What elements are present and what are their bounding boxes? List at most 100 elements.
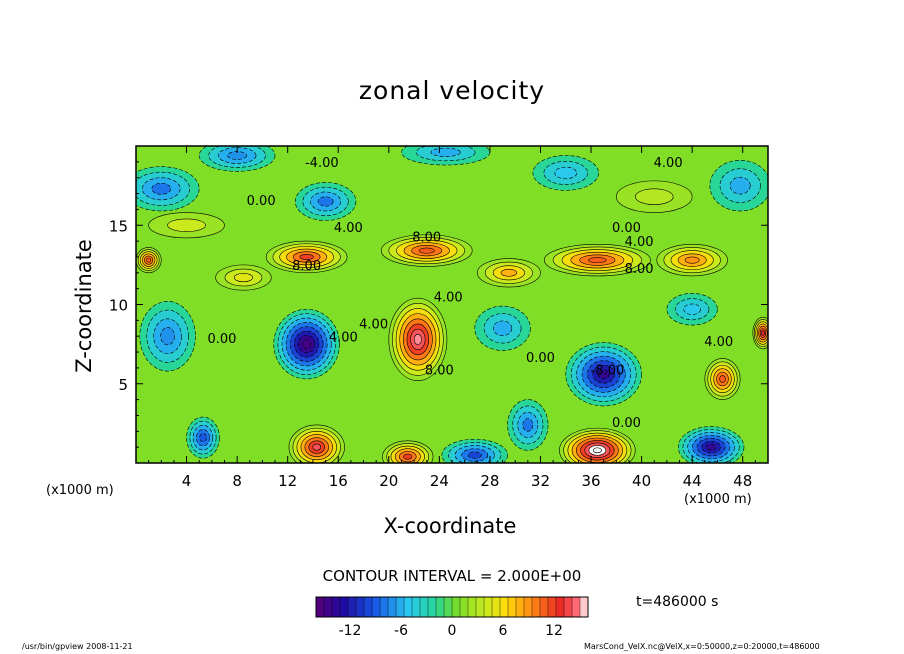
colorbar-segment [420,597,429,617]
velocity-cell [507,399,549,451]
y-tick-label: 10 [109,297,128,315]
colorbar-segment [348,597,357,617]
contour-band [706,443,717,451]
contour-band [418,247,435,254]
contour-band [403,453,413,460]
contour-band [146,257,152,263]
contour-band [500,268,518,277]
contour-band [592,447,602,454]
contour-band [554,166,578,180]
footer-program-date: /usr/bin/gpview 2008-11-21 [22,642,133,651]
contour-band [199,433,207,443]
contour-value-label: 4.00 [334,221,363,236]
contour-band [761,330,765,336]
colorbar-segment [444,597,453,617]
colorbar-segment [500,597,509,617]
x-tick-label: 24 [430,472,449,490]
colorbar-segment [396,597,405,617]
colorbar-segment [316,597,325,617]
contour-band [151,182,172,195]
contour-value-label: 4.00 [359,318,388,333]
velocity-cell [474,305,531,351]
colorbar-segment [380,597,389,617]
colorbar-tick-label: -12 [339,623,362,639]
contour-band [729,176,751,195]
contour-value-label: 8.00 [425,364,454,379]
contour-value-label: 4.00 [704,335,733,350]
x-tick-label: 48 [733,472,752,490]
contour-value-label: 8.00 [292,259,321,274]
colorbar-tick-label: -6 [394,623,408,639]
contour-value-label: 0.00 [612,416,641,431]
colorbar-segment [452,597,461,617]
colorbar-segment [540,597,549,617]
colorbar-segment [340,597,349,617]
contour-band [312,443,322,451]
contour-band [634,188,674,205]
x-tick-label: 12 [278,472,297,490]
x-tick-label: 40 [632,472,651,490]
velocity-field [136,146,768,463]
contour-label-layer: -4.00 4.000.004.00 0.008.00 4.008.00 8.004.0… [207,156,733,431]
contour-band [167,218,206,232]
contour-value-label: 0.00 [247,194,276,209]
colorbar-segment [572,597,581,617]
colorbar-segment [356,597,365,617]
velocity-cell [677,426,745,463]
velocity-cell [139,301,196,372]
velocity-cell [401,146,491,166]
colorbar-segment [508,597,517,617]
velocity-cell [709,159,768,212]
velocity-cell [294,182,357,221]
velocity-cell [532,155,599,191]
contour-band [317,196,334,207]
chart-title: zonal velocity [358,76,546,105]
colorbar-segment [364,597,373,617]
contour-value-label: -8.00 [591,364,625,379]
x-tick-label: 36 [581,472,600,490]
colorbar-segment [388,597,397,617]
footer-source: MarsCond_VelX.nc@VelX,x=0:50000,z=0:2000… [584,642,820,651]
contour-band [299,254,314,260]
contour-band [233,273,254,283]
colorbar-tick-label: 6 [499,623,508,639]
velocity-cell [148,212,225,239]
colorbar-tick-label: 12 [545,623,563,639]
velocity-cell [565,342,642,407]
colorbar-segment [324,597,333,617]
colorbar-frame [315,596,589,618]
contour-value-label: 0.00 [612,221,641,236]
velocity-cell [559,427,636,463]
colorbar-segment [516,597,525,617]
velocity-cell [136,247,162,274]
colorbar-segment [404,597,413,617]
contour-value-label: 4.00 [329,330,358,345]
x-tick-label: 20 [379,472,398,490]
y-axis-label: Z-coordinate [72,239,96,373]
colorbar-segment [468,597,477,617]
colorbar-segment [564,597,573,617]
x-tick-label: 16 [329,472,348,490]
velocity-cell [288,424,345,463]
contour-band [430,147,461,157]
contour-value-label: 0.00 [526,351,555,366]
velocity-cell [441,438,508,463]
contour-band [522,418,534,432]
velocity-cell [380,234,473,267]
velocity-cell [388,297,448,381]
y-tick-label: 5 [118,376,128,394]
colorbar: -12 -6 0 6 12 [315,596,589,639]
contour-band [684,256,700,264]
contour-band [467,451,482,459]
colorbar-segment [428,597,437,617]
colorbar-segment [372,597,381,617]
x-axis-label: X-coordinate [383,514,517,538]
colorbar-segment [548,597,557,617]
x-unit-label-right: (x1000 m) [684,492,752,507]
colorbar-tick-label: 0 [448,623,457,639]
colorbar-segment [524,597,533,617]
contour-interval-label: CONTOUR INTERVAL = 2.000E+00 [322,567,582,585]
velocity-cell [656,243,728,277]
